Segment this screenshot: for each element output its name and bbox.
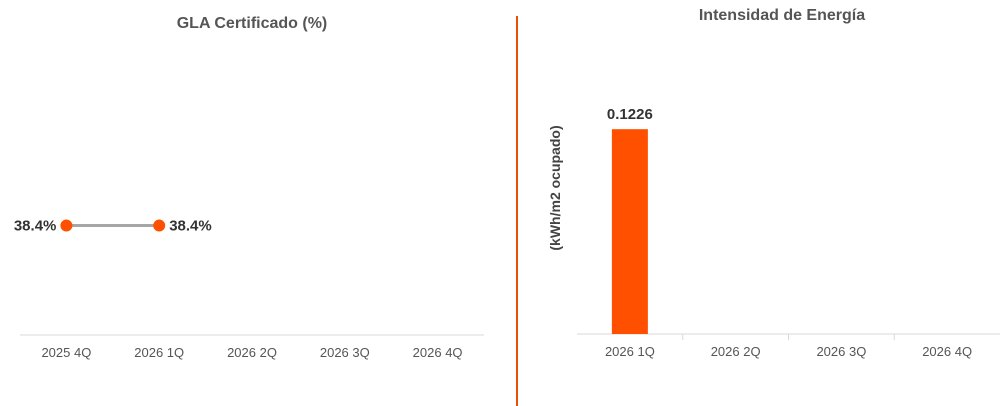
- energia-y-axis-title: (kWh/m2 ocupado): [547, 125, 563, 250]
- gla-data-label: 38.4%: [169, 218, 212, 235]
- gla-tick-label: 2026 1Q: [134, 345, 184, 360]
- energia-bars: 0.1226: [607, 106, 653, 334]
- energia-tick-label: 2026 2Q: [711, 344, 761, 359]
- gla-data-point: [60, 219, 73, 232]
- gla-tick-label: 2026 4Q: [413, 345, 463, 360]
- energia-tick-label: 2026 4Q: [922, 344, 972, 359]
- intensidad-energia-chart: Intensidad de Energía (kWh/m2 ocupado) 2…: [547, 7, 1000, 359]
- gla-series: 38.4% 38.4%: [14, 218, 212, 235]
- gla-tick-labels: 2025 4Q 2026 1Q 2026 2Q 2026 3Q 2026 4Q: [41, 345, 462, 360]
- energia-tick-label: 2026 1Q: [605, 344, 655, 359]
- energia-bar: [611, 129, 648, 334]
- gla-data-label: 38.4%: [14, 218, 57, 235]
- gla-chart-title: GLA Certificado (%): [177, 15, 328, 32]
- gla-tick-label: 2025 4Q: [41, 345, 91, 360]
- energia-data-label: 0.1226: [607, 106, 653, 123]
- gla-tick-label: 2026 3Q: [320, 345, 370, 360]
- energia-chart-title: Intensidad de Energía: [699, 7, 865, 24]
- gla-data-point: [153, 219, 166, 232]
- gla-tick-label: 2026 2Q: [227, 345, 277, 360]
- gla-certificado-chart: GLA Certificado (%) 2025 4Q 2026 1Q 2026 2…: [14, 15, 484, 360]
- energia-tick-label: 2026 3Q: [816, 344, 866, 359]
- energia-tick-labels: 2026 1Q 2026 2Q 2026 3Q 2026 4Q: [605, 334, 972, 359]
